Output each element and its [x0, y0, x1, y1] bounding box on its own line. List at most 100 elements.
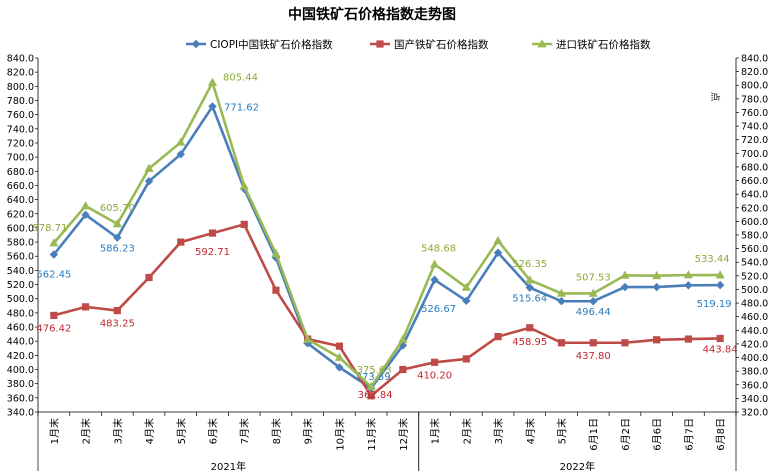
data-point: [589, 297, 598, 306]
year-group-label: 2022年: [560, 460, 595, 473]
data-label: 458.95: [512, 337, 547, 348]
data-label: 519.19: [697, 299, 732, 310]
right-tick-label: 320.0: [741, 408, 768, 419]
legend-label: 国产铁矿石价格指数: [394, 38, 489, 51]
right-tick-label: 600.0: [741, 217, 768, 228]
x-tick-label: 8月末: [270, 418, 283, 444]
data-point: [49, 238, 59, 247]
x-tick-label: 6月1日: [588, 418, 600, 451]
left-tick-label: 620.0: [7, 209, 34, 220]
left-tick-label: 360.0: [7, 393, 34, 404]
x-tick-label: 11月末: [365, 418, 378, 451]
data-point: [621, 339, 629, 347]
x-tick-label: 1月末: [429, 418, 442, 444]
x-tick-label: 6月6日: [652, 418, 664, 451]
right-tick-label: 500.0: [741, 285, 768, 296]
data-label: 507.53: [576, 272, 611, 283]
data-point: [50, 311, 58, 320]
x-tick-label: 12月末: [397, 418, 410, 451]
data-point: [239, 181, 249, 190]
x-tick-label: 7月末: [238, 418, 251, 444]
data-point: [526, 324, 534, 332]
x-tick-label: 3月末: [111, 418, 124, 444]
x-tick-label: 5月末: [175, 418, 188, 444]
right-tick-label: 640.0: [741, 190, 768, 201]
x-tick-label: 2月末: [80, 418, 93, 444]
right-tick-label: 420.0: [741, 339, 768, 350]
legend-marker: [191, 39, 201, 49]
data-point: [589, 339, 597, 347]
data-point: [652, 270, 662, 280]
left-tick-label: 660.0: [7, 181, 34, 192]
data-label: 805.44: [223, 72, 258, 83]
left-tick-label: 480.0: [7, 308, 34, 319]
legend-entry: 国产铁矿石价格指数: [370, 38, 489, 51]
data-label: 548.68: [421, 243, 456, 254]
data-point: [113, 306, 121, 315]
data-label: 533.44: [695, 254, 730, 265]
right-tick-label: 820.0: [741, 67, 768, 78]
data-label: 562.45: [36, 270, 71, 281]
legend: CIOPI中国铁矿石价格指数 国产铁矿石价格指数 进口铁矿石价格指数: [186, 38, 651, 51]
x-tick-label: 10月末: [333, 418, 346, 451]
data-label: 437.80: [576, 351, 611, 362]
data-point: [144, 176, 154, 186]
data-point: [367, 392, 375, 400]
data-point: [462, 355, 470, 363]
data-point: [335, 342, 344, 350]
data-point: [145, 273, 153, 282]
data-point: [652, 282, 661, 292]
data-point: [366, 381, 376, 391]
data-point: [49, 250, 59, 259]
data-point: [653, 336, 661, 344]
data-label: 443.84: [703, 344, 738, 355]
plot-area: 562.45 586.23 771.62 373.59 526.67 515.64 496.…: [32, 72, 737, 400]
legend-entry: 进口铁矿石价格指数: [532, 38, 651, 51]
x-tick-label: 5月末: [556, 418, 569, 444]
right-tick-label: 440.0: [741, 326, 768, 337]
right-tick-label: 840.0: [741, 54, 768, 65]
data-point: [208, 229, 217, 237]
data-label: 578.71: [32, 223, 67, 234]
left-tick-label: 400.0: [7, 365, 34, 376]
data-point: [588, 288, 598, 297]
data-point: [399, 365, 407, 374]
data-point: [429, 259, 440, 268]
data-point: [525, 283, 534, 292]
left-tick-label: 540.0: [7, 266, 34, 277]
left-tick-label: 820.0: [7, 68, 34, 79]
data-label: 373.59: [356, 372, 391, 383]
data-point: [684, 281, 693, 290]
series-triangle: 578.71 605.70 805.44 375.63 548.68 526.35 507.…: [32, 72, 730, 391]
right-tick-label: 780.0: [741, 94, 768, 105]
data-point: [684, 335, 693, 343]
data-label: 526.67: [421, 304, 456, 315]
year-group-label: 2021年: [211, 460, 246, 473]
left-tick-label: 420.0: [7, 351, 34, 362]
data-point: [715, 270, 725, 279]
data-label: 771.62: [224, 102, 259, 113]
x-tick-label: 1月末: [48, 418, 61, 444]
right-tick-label: 620.0: [741, 203, 768, 214]
right-tick-label: 720.0: [741, 135, 768, 146]
data-point: [271, 248, 281, 258]
x-tick-label: 2月末: [460, 418, 473, 444]
right-tick-label: 520.0: [741, 271, 768, 282]
left-tick-label: 760.0: [7, 110, 34, 121]
legend-marker: [376, 40, 384, 48]
left-tick-label: 560.0: [7, 252, 34, 263]
data-label: 375.63: [357, 365, 392, 376]
right-tick-label: 380.0: [741, 367, 768, 378]
series-line: [53, 223, 721, 398]
series-square: 476.42 483.25 592.71 362.84 410.20 458.95 437.…: [36, 220, 738, 401]
data-point: [557, 296, 566, 306]
data-point: [620, 282, 630, 292]
legend-label: CIOPI中国铁矿石价格指数: [210, 38, 333, 51]
right-tick-label: 400.0: [741, 353, 768, 364]
data-point: [177, 238, 185, 246]
data-point: [620, 270, 630, 279]
legend-marker: [537, 39, 547, 48]
right-tick-label: 580.0: [741, 231, 768, 242]
